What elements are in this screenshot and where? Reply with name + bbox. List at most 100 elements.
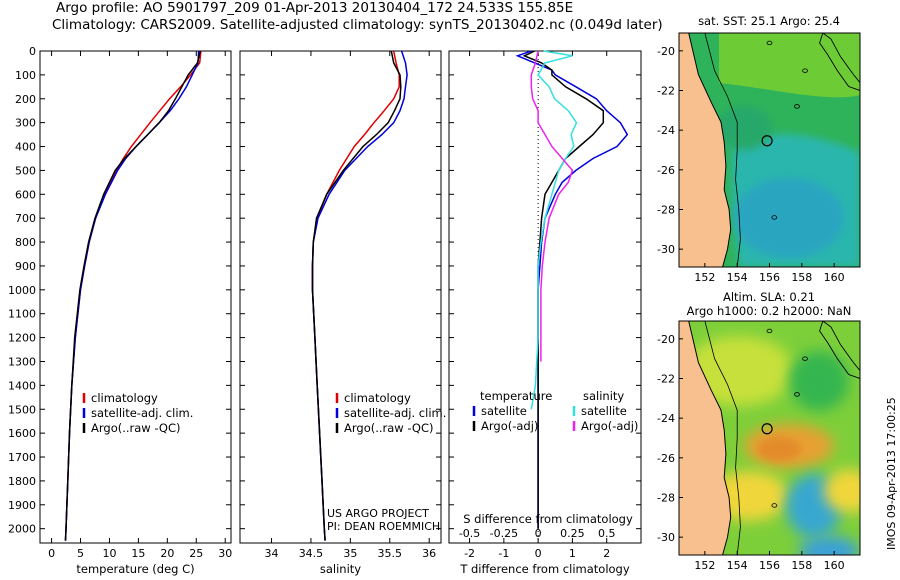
map-x-tick-label: 160 bbox=[824, 559, 845, 572]
y-tick-label: 1200 bbox=[8, 332, 36, 345]
x-tick-label: 0 bbox=[535, 547, 542, 560]
y-tick-label: 500 bbox=[15, 164, 36, 177]
map-y-tick-label: -22 bbox=[657, 373, 675, 386]
x-axis-label: T difference from climatology bbox=[459, 562, 630, 576]
pi-credit: PI: DEAN ROEMMICH bbox=[327, 520, 440, 533]
reef-outline bbox=[771, 215, 778, 220]
s-tick-label: -0.25 bbox=[490, 527, 518, 540]
map-y-tick-label: -20 bbox=[657, 333, 675, 346]
x-axis-label: temperature (deg C) bbox=[76, 562, 194, 576]
figure-header: Argo profile: AO 5901797_209 01-Apr-2013… bbox=[0, 0, 663, 34]
y-tick-label: 1800 bbox=[8, 475, 36, 488]
x-tick-label: 35 bbox=[343, 547, 357, 560]
bathymetry-contour bbox=[704, 321, 741, 555]
sla-low-3 bbox=[799, 536, 859, 555]
map-y-tick-label: -28 bbox=[657, 203, 675, 216]
legend-label: satellite bbox=[581, 404, 627, 418]
x-tick-label: 30 bbox=[218, 547, 232, 560]
project-credit: US ARGO PROJECT bbox=[327, 507, 429, 520]
x-tick-label: -1 bbox=[498, 547, 509, 560]
y-tick-label: 1300 bbox=[8, 355, 36, 368]
y-tick-label: 1500 bbox=[8, 403, 36, 416]
y-tick-label: 1100 bbox=[8, 308, 36, 321]
sla-high-1 bbox=[684, 336, 794, 406]
y-tick-label: 400 bbox=[15, 141, 36, 154]
map-y-tick-label: -24 bbox=[657, 124, 675, 137]
map-x-tick-label: 154 bbox=[727, 271, 748, 284]
legend-label: Argo(..raw -QC) bbox=[344, 421, 434, 435]
map-y-tick-label: -24 bbox=[657, 412, 675, 425]
legend-title-salinity: salinity bbox=[583, 389, 624, 403]
legend-label: Argo(..raw -QC) bbox=[91, 421, 181, 435]
map-y-tick-label: -20 bbox=[657, 45, 675, 58]
y-tick-label: 600 bbox=[15, 188, 36, 201]
sla-low-1 bbox=[789, 351, 849, 411]
y-tick-label: 300 bbox=[15, 117, 36, 130]
reef-outline bbox=[766, 328, 773, 334]
s-tick-label: 0.5 bbox=[598, 527, 616, 540]
reef-outline bbox=[802, 68, 808, 73]
y-tick-label: 200 bbox=[15, 93, 36, 106]
s-tick-label: 0.25 bbox=[560, 527, 585, 540]
s-tick-label: 0 bbox=[535, 527, 542, 540]
salinity-series-2 bbox=[311, 50, 402, 541]
legend-label: climatology bbox=[91, 391, 158, 405]
y-tick-label: 1400 bbox=[8, 379, 36, 392]
legend-label: Argo(-adj) bbox=[481, 419, 538, 433]
bathymetry-contour bbox=[704, 33, 741, 267]
legend-label: satellite-adj. clim. bbox=[91, 406, 193, 420]
x-tick-label: -2 bbox=[464, 547, 475, 560]
x-tick-label: 20 bbox=[160, 547, 174, 560]
legend-label: satellite bbox=[481, 404, 527, 418]
panel-sla-map: 152 154 156 158 160 -20 -22 -24 -26 -28 -30 Altim. … bbox=[657, 290, 861, 572]
sst-warm-band bbox=[679, 33, 860, 98]
float-position-marker bbox=[761, 135, 773, 147]
map-x-tick-label: 152 bbox=[694, 559, 715, 572]
y-tick-label: 1600 bbox=[8, 427, 36, 440]
map-x-tick-label: 156 bbox=[759, 271, 780, 284]
s-axis-label: S difference from climatology bbox=[463, 512, 633, 526]
y-tick-label: 2000 bbox=[8, 523, 36, 536]
y-tick-label: 1700 bbox=[8, 451, 36, 464]
reef-outline bbox=[802, 356, 808, 361]
legend-label: climatology bbox=[344, 391, 411, 405]
plot-frame bbox=[39, 50, 232, 544]
land-area bbox=[679, 33, 732, 267]
x-tick-label: 36 bbox=[422, 547, 436, 560]
reef-outline bbox=[794, 392, 800, 397]
plot-frame bbox=[239, 50, 442, 544]
temperature-series-2 bbox=[64, 50, 202, 541]
x-axis-label: salinity bbox=[320, 562, 361, 576]
reef-outline bbox=[794, 104, 800, 109]
panel-salinity: 34 34.5 35 35.5 36 salinity climatologysatelli… bbox=[239, 50, 446, 576]
y-tick-label: 1900 bbox=[8, 499, 36, 512]
header-line-1: Argo profile: AO 5901797_209 01-Apr-2013… bbox=[56, 0, 574, 16]
map-x-tick-label: 158 bbox=[791, 271, 812, 284]
y-tick-label: 1000 bbox=[8, 284, 36, 297]
map-y-tick-label: -26 bbox=[657, 452, 675, 465]
x-tick-label: 35.5 bbox=[378, 547, 403, 560]
panel-sst-map: 152 154 156 158 160 -20 -22 -24 -26 -28 -30 sat. SS… bbox=[657, 14, 861, 284]
sla-peak bbox=[757, 437, 801, 461]
map-x-tick-label: 160 bbox=[824, 271, 845, 284]
map-y-tick-label: -30 bbox=[657, 243, 675, 256]
x-tick-label: 34 bbox=[265, 547, 279, 560]
panel-difference: -2 -1 0 1 2 T difference from climatology -0.5… bbox=[448, 50, 642, 576]
x-tick-label: 15 bbox=[131, 547, 145, 560]
x-tick-label: 0 bbox=[48, 547, 55, 560]
difference-series-2 bbox=[530, 50, 578, 410]
island-outline bbox=[819, 321, 860, 379]
x-tick-label: 2 bbox=[603, 547, 610, 560]
s-tick-label: -0.5 bbox=[459, 527, 480, 540]
sla-high-4 bbox=[824, 469, 860, 513]
map-y-tick-label: -22 bbox=[657, 85, 675, 98]
y-tick-label: 700 bbox=[15, 212, 36, 225]
difference-series-3 bbox=[530, 50, 574, 362]
y-tick-label: 800 bbox=[15, 236, 36, 249]
island-outline bbox=[819, 33, 860, 91]
float-position-marker bbox=[761, 423, 773, 435]
legend-title-temperature: temperature bbox=[480, 389, 552, 403]
map-x-tick-label: 158 bbox=[791, 559, 812, 572]
x-tick-label: 34.5 bbox=[299, 547, 324, 560]
